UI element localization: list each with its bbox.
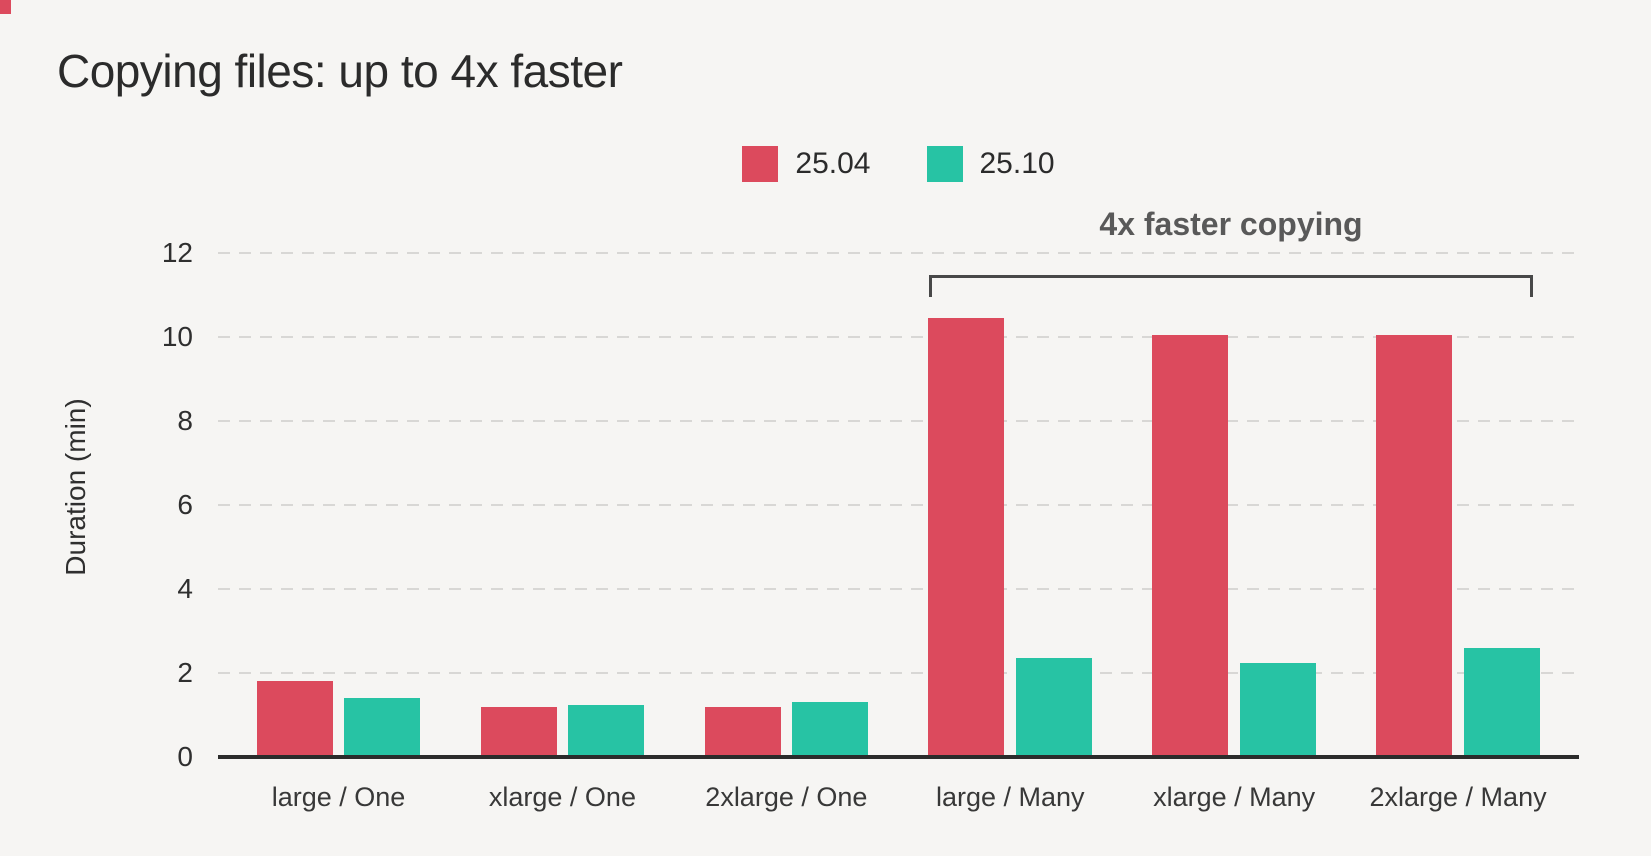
y-tick-label-12: 12: [161, 237, 193, 268]
annotation-bracket: [929, 275, 1533, 297]
gridline-y4: [218, 588, 1579, 590]
bar-25.04-large-many: [928, 318, 1005, 757]
legend-item-25.10: 25.10: [926, 146, 1055, 182]
gridline-y2: [218, 672, 1579, 674]
y-tick-label-8: 8: [177, 405, 193, 436]
legend-swatch-25.04: [742, 146, 779, 182]
legend: 25.04 25.10: [218, 146, 1579, 182]
plot-area: [218, 252, 1579, 759]
gridline-y6: [218, 504, 1579, 506]
bar-25.04-xlarge-one: [480, 706, 557, 757]
red-corner-mark: [0, 0, 11, 14]
bar-25.10-xlarge-one: [568, 704, 645, 757]
legend-swatch-25.10: [926, 146, 963, 182]
x-tick-label-2xlarge-one: 2xlarge / One: [705, 782, 868, 812]
y-tick-label-10: 10: [161, 321, 193, 352]
legend-label-25.04: 25.04: [795, 147, 871, 180]
legend-item-25.04: 25.04: [742, 146, 871, 182]
x-tick-label-xlarge-one: xlarge / One: [488, 782, 636, 812]
y-tick-label-0: 0: [177, 741, 193, 772]
bar-25.10-xlarge-many: [1240, 662, 1316, 757]
bar-25.10-large-one: [344, 698, 421, 757]
x-tick-label-2xlarge-many: 2xlarge / Many: [1369, 782, 1547, 812]
x-tick-label-large-one: large / One: [271, 782, 406, 812]
gridline-y12: [218, 252, 1579, 254]
y-tick-label-2: 2: [177, 657, 193, 688]
annotation-label: 4x faster copying: [1099, 206, 1363, 242]
y-tick-label-4: 4: [177, 573, 193, 604]
bar-25.10-2xlarge-many: [1463, 647, 1540, 757]
bar-25.04-xlarge-many: [1152, 334, 1229, 757]
bar-25.04-large-one: [256, 681, 333, 757]
x-tick-label-large-many: large / Many: [935, 782, 1085, 812]
bar-25.04-2xlarge-many: [1376, 334, 1453, 757]
bar-25.10-2xlarge-one: [792, 702, 869, 757]
y-tick-label-6: 6: [177, 489, 193, 520]
gridline-y10: [218, 336, 1579, 338]
bar-25.04-2xlarge-one: [704, 706, 781, 757]
gridline-y8: [218, 420, 1579, 422]
bar-25.10-large-many: [1016, 658, 1093, 757]
x-tick-label-xlarge-many: xlarge / Many: [1153, 782, 1316, 812]
x-axis-line: [218, 755, 1579, 759]
chart-title: Copying files: up to 4x faster: [57, 45, 623, 97]
y-axis-title: Duration (min): [60, 398, 91, 576]
legend-label-25.10: 25.10: [979, 147, 1055, 180]
